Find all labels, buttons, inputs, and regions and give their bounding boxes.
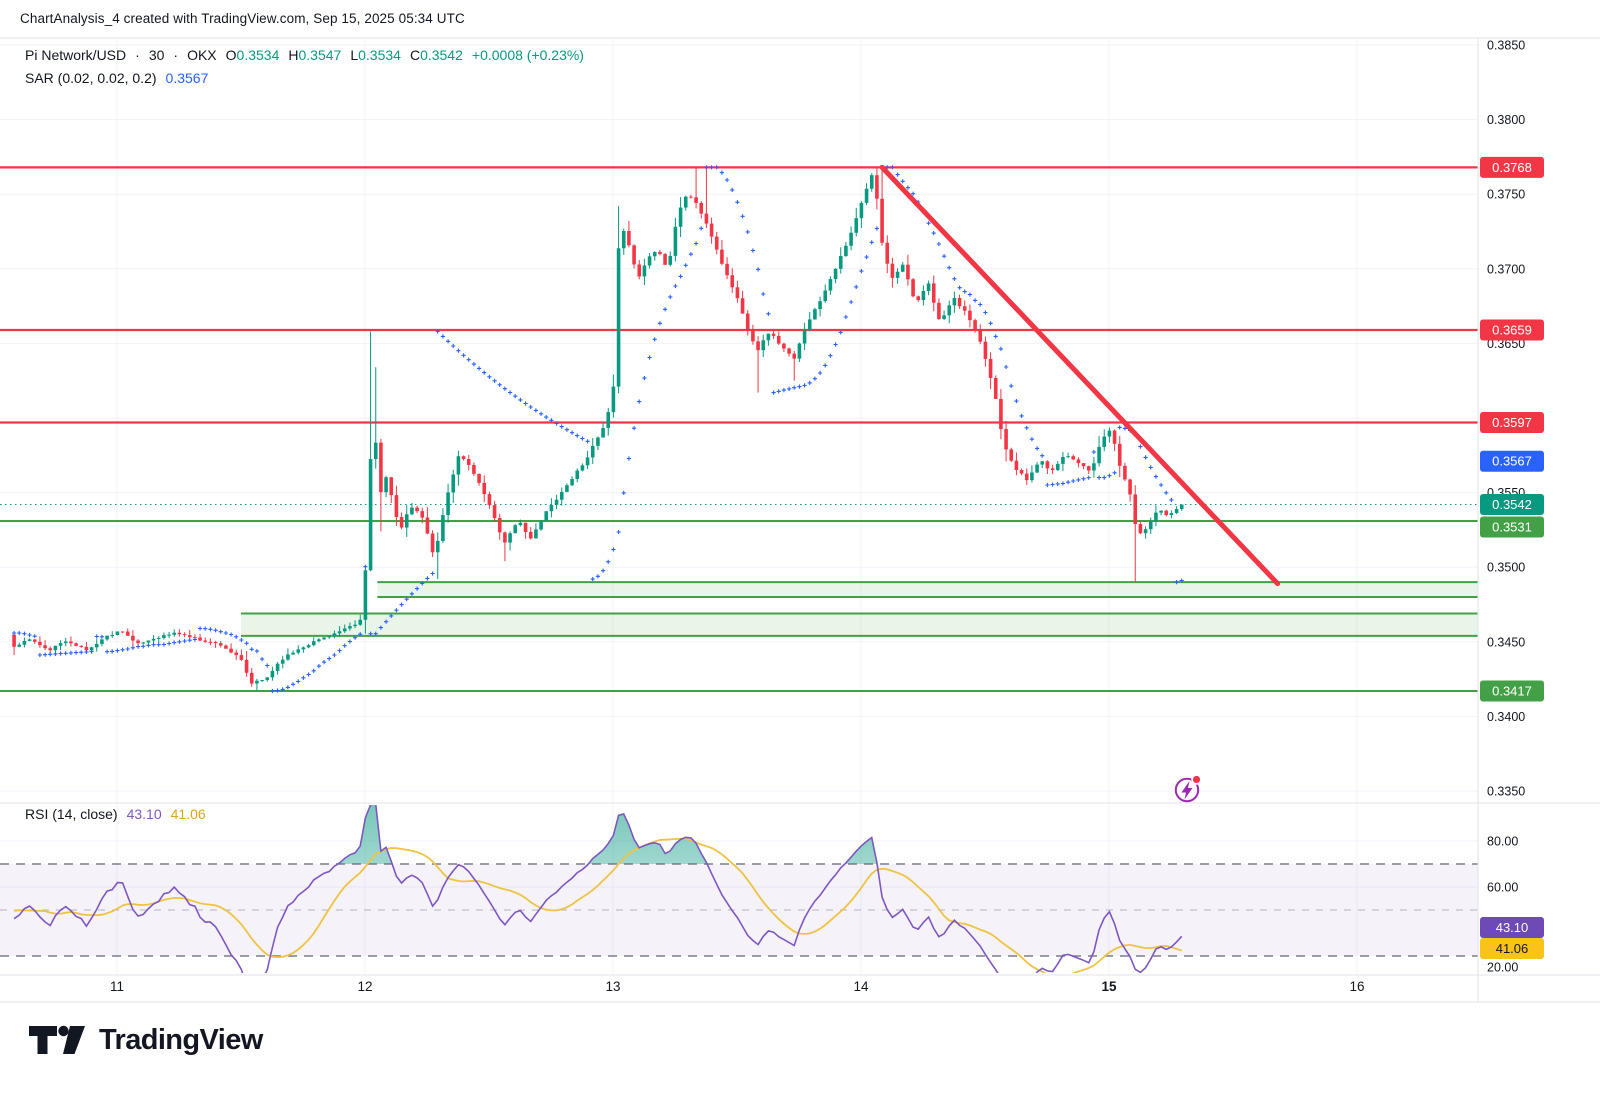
price-tick-label: 0.3350 [1487,785,1525,799]
sar-title: SAR (0.02, 0.02, 0.2) [25,70,157,86]
change-label: +0.0008 (+0.23%) [471,47,584,63]
ohlc-close: C0.3542 [409,47,463,63]
symbol-legend[interactable]: Pi Network/USD · 30 · OKX O0.3534 H0.354… [25,47,584,63]
price-tick-label: 0.3850 [1487,39,1525,53]
svg-text:0.3567: 0.3567 [1492,454,1532,469]
time-axis[interactable]: 11 12 13 14 15 16 [110,979,1365,994]
watermark-title: ChartAnalysis_4 created with TradingView… [20,11,465,26]
rsi-tick-label: 60.00 [1487,881,1518,895]
interval-label: 30 [148,47,165,63]
price-axis[interactable]: 0.38500.38000.37500.37000.36500.35500.35… [1480,39,1544,975]
price-tick-label: 0.3500 [1487,561,1525,575]
rsi-badge: 43.10 [1480,917,1544,938]
tradingview-logo-mark [29,1025,85,1054]
flash-icon[interactable] [1174,774,1202,803]
price-tick-label: 0.3450 [1487,635,1525,649]
rsi-tick-label: 20.00 [1487,961,1518,975]
time-tick-label: 13 [605,979,620,994]
price-badge: 0.3531 [1480,516,1544,538]
rsi-band [0,864,1478,956]
price-tick-label: 0.3700 [1487,262,1525,276]
rsi-title: RSI (14, close) [25,806,118,822]
time-tick-label: 14 [853,979,869,994]
svg-text:0.3542: 0.3542 [1492,497,1532,512]
svg-text:43.10: 43.10 [1496,920,1529,935]
svg-text:0.3531: 0.3531 [1492,519,1532,534]
price-badge: 0.3659 [1480,319,1544,341]
time-tick-label: 12 [357,979,372,994]
demand-zone [377,582,1478,598]
price-tick-label: 0.3800 [1487,113,1525,127]
price-badge: 0.3542 [1480,494,1544,516]
price-tick-label: 0.3400 [1487,710,1525,724]
pane-separators [0,37,1600,1003]
tradingview-logo-text: TradingView [99,1023,263,1056]
price-tick-label: 0.3750 [1487,188,1525,202]
ohlc-open: O0.3534 [225,47,280,63]
price-badge: 0.3567 [1480,450,1544,472]
svg-text:0.3417: 0.3417 [1492,684,1532,699]
tradingview-logo[interactable]: TradingView [28,1022,263,1058]
price-badge: 0.3768 [1480,156,1544,178]
symbol-name: Pi Network/USD [25,47,127,63]
ohlc-high: H0.3547 [288,47,342,63]
svg-text:0.3768: 0.3768 [1492,160,1532,175]
sar-value: 0.3567 [165,70,209,86]
price-badge: 0.3417 [1480,680,1544,702]
rsi-pane [0,805,1478,973]
levels-layer [0,166,1478,693]
time-tick-label: 15 [1101,979,1117,994]
legend-separator: · [173,47,179,63]
rsi-ma-line [13,837,1182,973]
svg-text:0.3597: 0.3597 [1492,415,1532,430]
rsi-line [13,805,1183,973]
grid-layer [0,38,1478,975]
svg-text:0.3659: 0.3659 [1492,322,1532,337]
exchange-label: OKX [187,47,217,63]
legend-separator: · [135,47,140,63]
rsi-value: 43.10 [126,806,162,822]
rsi-tick-label: 80.00 [1487,835,1518,849]
price-badge: 0.3597 [1480,411,1544,433]
downtrend-trendline[interactable] [879,164,1281,587]
ohlc-low: L0.3534 [350,47,401,63]
rsi-badge: 41.06 [1480,938,1544,959]
sar-legend[interactable]: SAR (0.02, 0.02, 0.2) 0.3567 [25,70,208,86]
candles-layer [12,167,1184,692]
rsi-ma-value: 41.06 [170,806,206,822]
time-tick-label: 11 [110,979,124,994]
demand-zone [241,613,1478,636]
time-tick-label: 16 [1349,979,1364,994]
svg-text:41.06: 41.06 [1496,941,1529,956]
rsi-legend[interactable]: RSI (14, close) 43.10 41.06 [25,806,206,822]
demand-zones-layer [241,581,1478,637]
